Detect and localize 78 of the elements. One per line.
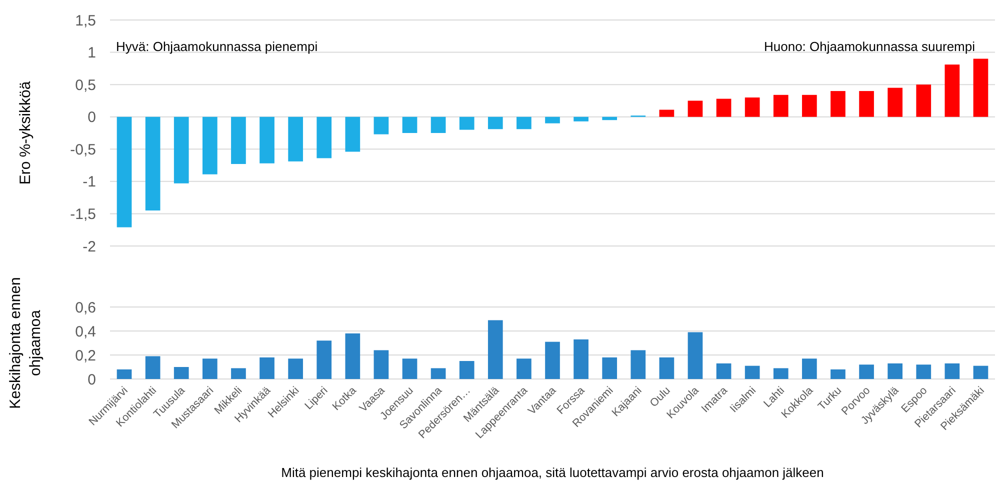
bar <box>116 116 132 228</box>
bar <box>231 116 246 164</box>
bar <box>659 357 674 379</box>
bar <box>488 116 503 130</box>
bar <box>630 350 646 379</box>
y-tick-label: 1 <box>88 44 96 62</box>
bar <box>602 116 618 120</box>
bar <box>288 116 303 162</box>
bar <box>973 366 988 379</box>
bar <box>174 367 189 379</box>
bar <box>944 363 960 379</box>
bar <box>345 116 360 152</box>
bar <box>802 358 817 379</box>
bar <box>202 358 218 379</box>
bar <box>888 363 903 379</box>
y-axis-title: Ero %-yksikköä <box>17 80 34 185</box>
bar <box>202 116 218 174</box>
bar <box>488 320 503 379</box>
annotation: Hyvä: Ohjaamokunnassa pienempi <box>116 39 318 54</box>
bar <box>688 332 703 379</box>
bar <box>859 364 874 379</box>
bar <box>944 64 960 117</box>
bar <box>402 116 418 133</box>
bar <box>574 339 588 379</box>
bar <box>916 84 932 117</box>
bar <box>773 94 788 117</box>
bar <box>316 116 332 158</box>
y-tick-label: 0,4 <box>75 323 96 340</box>
y-tick-label: 0,5 <box>75 76 96 94</box>
y-tick-label: -0,5 <box>70 141 96 158</box>
bar <box>773 368 788 379</box>
bar <box>374 350 389 379</box>
bar <box>574 116 588 122</box>
bar <box>744 366 760 379</box>
bar <box>716 98 732 117</box>
bar <box>602 357 618 379</box>
bar <box>659 110 674 117</box>
y-tick-label: 0,2 <box>75 347 96 364</box>
bar <box>516 358 532 379</box>
bar <box>716 363 732 379</box>
y-tick-label: -1,5 <box>70 206 96 223</box>
bar <box>260 116 274 164</box>
bar <box>459 116 474 130</box>
bar <box>802 94 817 117</box>
bar <box>116 369 132 379</box>
bar <box>545 116 560 124</box>
bar <box>174 116 189 184</box>
bar <box>744 97 760 117</box>
bar <box>830 369 846 379</box>
y-tick-label: 0 <box>88 371 96 388</box>
bar <box>145 116 160 210</box>
annotation: Huono: Ohjaamokunnassa suurempi <box>764 39 976 54</box>
bar <box>430 116 446 133</box>
y-tick-label: -2 <box>82 238 96 256</box>
bar <box>888 88 903 117</box>
x-axis-title: Mitä pienempi keskihajonta ennen ohjaamoa, sitä luotettavampi arvio erosta ohjaamon jälkeen <box>281 465 824 480</box>
bar <box>688 100 703 117</box>
bar <box>430 368 446 379</box>
bar <box>545 342 560 379</box>
bar <box>516 116 532 130</box>
bar <box>316 340 332 379</box>
y-tick-label: 1,5 <box>75 12 96 30</box>
bar <box>916 364 932 379</box>
bar <box>374 116 389 134</box>
y-axis-title: Keskihajonta ennen ohjaamoa <box>7 277 44 409</box>
bar <box>231 368 246 379</box>
bar <box>145 356 160 379</box>
bar <box>260 357 274 379</box>
bar <box>859 91 874 117</box>
bar <box>830 91 846 117</box>
bar <box>402 358 418 379</box>
y-tick-label: -1 <box>82 174 96 191</box>
bar <box>973 58 988 117</box>
y-tick-label: 0 <box>88 109 96 126</box>
y-tick-label: 0,6 <box>75 299 96 316</box>
bar <box>288 358 303 379</box>
bar <box>345 333 360 379</box>
bar <box>459 361 474 379</box>
